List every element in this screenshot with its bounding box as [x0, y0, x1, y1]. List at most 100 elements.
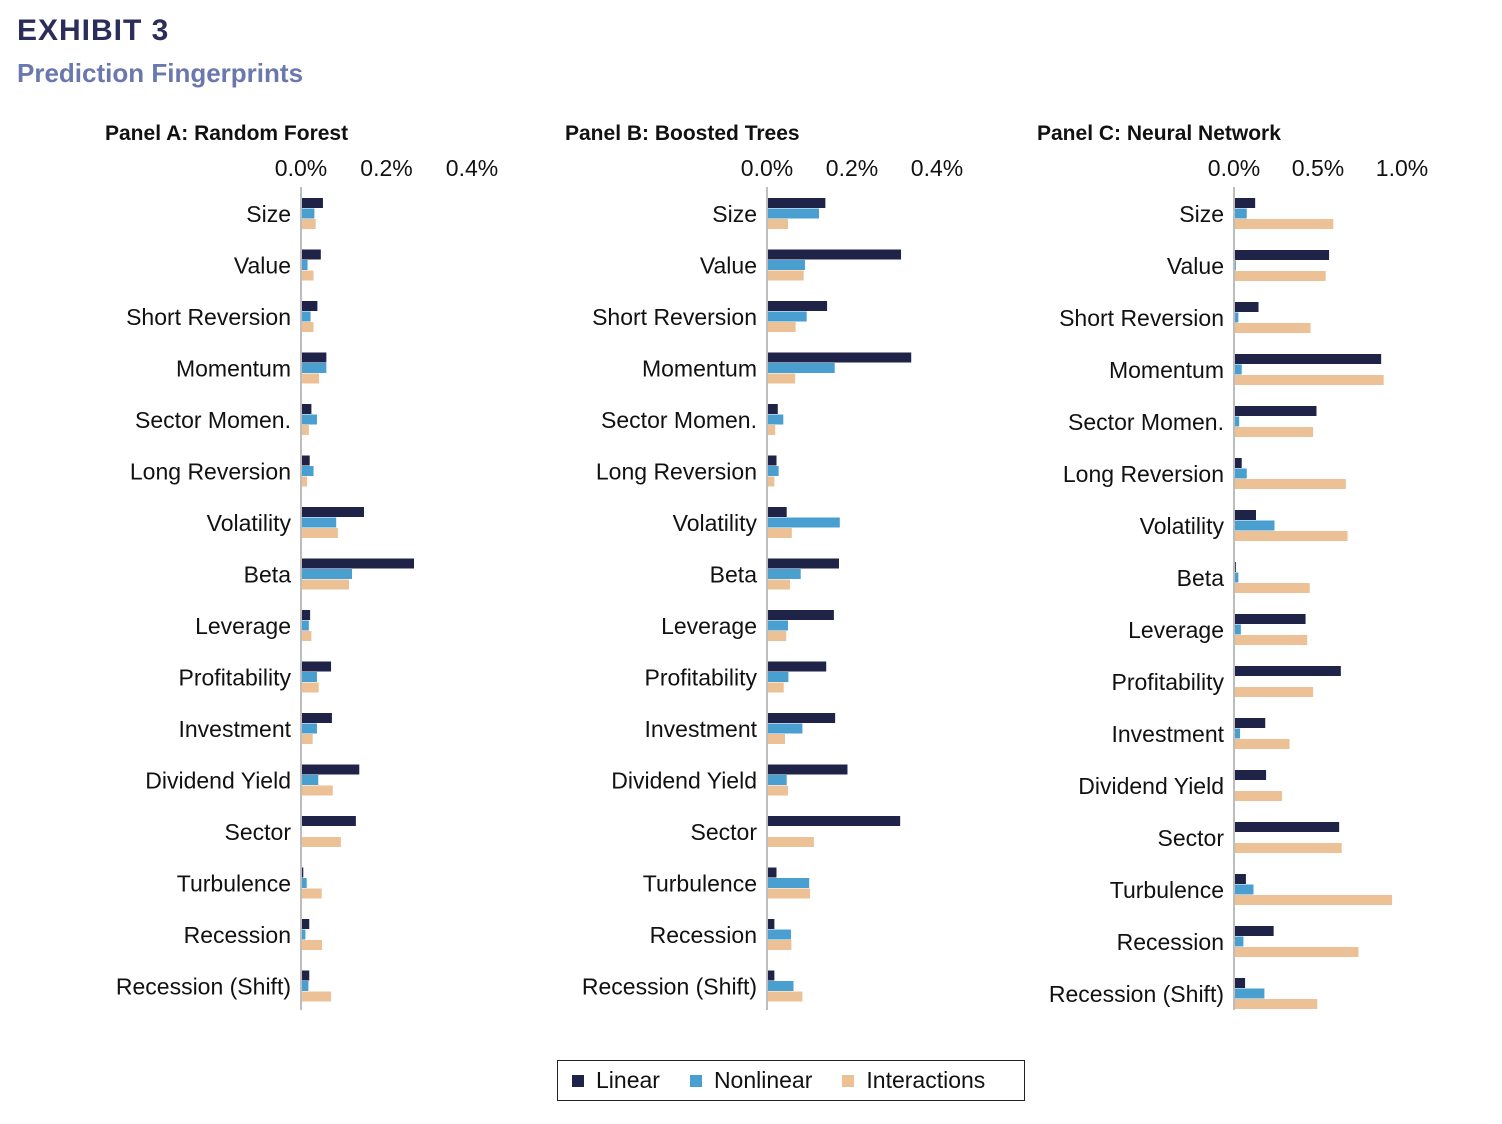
- panel-b-bar-nonlinear: [768, 723, 803, 734]
- panel-c-category-label: Value: [1167, 253, 1224, 279]
- panel-c-bar-interactions: [1235, 219, 1334, 229]
- panel-b-bar-linear: [768, 558, 839, 569]
- panel-c-category-label: Recession (Shift): [1049, 981, 1224, 1007]
- panel-b-bar-interactions: [768, 219, 788, 229]
- panel-a-bar-nonlinear: [302, 672, 317, 682]
- panel-a-category-label: Sector: [225, 819, 292, 845]
- panel-a-bar-linear: [302, 970, 310, 981]
- charts-canvas: Panel A: Random Forest 0.0% 0.2% 0.4% Size Va…: [105, 122, 1428, 1010]
- panel-c-bar-linear: [1235, 666, 1341, 676]
- panel-c-bar-interactions: [1235, 791, 1283, 801]
- panel-c-category-label: Recession: [1117, 929, 1224, 955]
- panel-b-bar-linear: [768, 198, 826, 208]
- legend-label-interactions: Interactions: [866, 1067, 986, 1093]
- panel-c-bar-interactions: [1235, 739, 1290, 749]
- panel-a-bar-interactions: [302, 631, 312, 641]
- panel-b-bar-interactions: [768, 579, 791, 590]
- panel-a-category-label: Sector Momen.: [135, 407, 291, 433]
- panel-b-bar-linear: [768, 661, 827, 672]
- panel-c-bar-linear: [1235, 458, 1242, 468]
- panel-b-bar-interactions: [768, 425, 776, 435]
- panel-a-bar-linear: [302, 455, 310, 466]
- panel-a-bar-interactions: [302, 476, 308, 487]
- legend: Linear Nonlinear Interactions: [557, 1060, 1025, 1101]
- panel-b-bar-interactions: [768, 940, 792, 950]
- panel-a-bar-interactions: [302, 373, 320, 384]
- panel-c-bar-interactions: [1235, 999, 1318, 1009]
- panel-c-bar-nonlinear: [1235, 936, 1244, 947]
- panel-b-bar-nonlinear: [768, 672, 789, 682]
- panel-b-category-label: Momentum: [642, 356, 757, 382]
- panel-c-bar-linear: [1235, 614, 1306, 624]
- legend-item-linear: Linear: [572, 1067, 660, 1094]
- panel-b-category-label: Leverage: [661, 613, 757, 639]
- panel-b-bar-nonlinear: [768, 929, 791, 940]
- panel-c-category-label: Sector: [1158, 825, 1225, 851]
- panel-a-category-label: Size: [246, 201, 291, 227]
- panel-a-bar-linear: [302, 610, 311, 620]
- panel-a-tick-label: 0.2%: [360, 155, 412, 181]
- panel-b-bar-interactions: [768, 734, 785, 744]
- panel-a-bar-nonlinear: [302, 775, 319, 785]
- panel-b-category-label: Recession (Shift): [582, 974, 757, 1000]
- panel-b-bar-linear: [768, 713, 836, 723]
- panel-c-bar-nonlinear: [1235, 416, 1240, 427]
- panel-c-bar-linear: [1235, 978, 1246, 988]
- panel-b-bar-nonlinear: [768, 775, 787, 785]
- panel-c-category-label: Momentum: [1109, 357, 1224, 383]
- panel-a-bar-nonlinear: [302, 878, 307, 888]
- panel-a-bar-nonlinear: [302, 620, 309, 631]
- panel-b-bar-linear: [768, 764, 848, 775]
- panel-b-category-label: Long Reversion: [596, 459, 757, 485]
- panel-b-category-label: Recession: [650, 922, 757, 948]
- panel-a-bar-linear: [302, 198, 323, 208]
- panel-b-bar-linear: [768, 301, 828, 311]
- panel-b-bar-nonlinear: [768, 260, 805, 270]
- panel-a-bar-linear: [302, 867, 304, 878]
- panel-b-tick-label: 0.4%: [911, 155, 963, 181]
- panel-c-bar-interactions: [1235, 531, 1348, 541]
- panel-c-category-label: Investment: [1112, 721, 1225, 747]
- panel-b-bar-linear: [768, 404, 778, 414]
- panel-c-bar-interactions: [1235, 687, 1314, 697]
- panel-b-bar-linear: [768, 816, 901, 826]
- panel-c-bar-interactions: [1235, 375, 1384, 385]
- panel-a-bar-linear: [302, 919, 310, 929]
- panel-a-bar-linear: [302, 507, 364, 517]
- panel-c-bar-interactions: [1235, 583, 1310, 593]
- panel-b-bar-nonlinear: [768, 414, 784, 425]
- panel-b-bar-nonlinear: [768, 208, 819, 219]
- panel-b-category-label: Value: [700, 253, 757, 279]
- panel-b-category-label: Dividend Yield: [611, 768, 757, 794]
- panel-b-category-label: Sector Momen.: [601, 407, 757, 433]
- panel-b-bar-linear: [768, 970, 775, 981]
- panel-a-bar-linear: [302, 764, 360, 775]
- panel-c-bar-linear: [1235, 718, 1266, 728]
- panel-a-category-label: Beta: [244, 562, 292, 588]
- panel-c-bar-linear: [1235, 822, 1340, 832]
- panel-a-bar-linear: [302, 352, 327, 363]
- panel-b-bar-interactions: [768, 270, 804, 281]
- panel-a-bar-linear: [302, 404, 312, 414]
- panel-b-category-label: Investment: [645, 716, 758, 742]
- panel-b-bar-nonlinear: [768, 311, 807, 322]
- panel-a-bar-nonlinear: [302, 260, 308, 270]
- panel-b-bar-interactions: [768, 373, 796, 384]
- panel-b-bar-linear: [768, 249, 902, 260]
- panel-b-tick-label: 0.0%: [741, 155, 793, 181]
- panel-b-bar-nonlinear: [768, 466, 779, 476]
- panel-a-bar-nonlinear: [302, 414, 317, 425]
- exhibit-title: Prediction Fingerprints: [17, 58, 304, 88]
- panel-b-bar-interactions: [768, 888, 811, 899]
- panel-b-bar-linear: [768, 455, 777, 466]
- panel-c-bar-interactions: [1235, 895, 1393, 905]
- panel-a-category-label: Volatility: [207, 510, 292, 536]
- panel-b-title: Panel B: Boosted Trees: [565, 122, 800, 145]
- panel-b-bar-nonlinear: [768, 878, 810, 888]
- exhibit-label: EXHIBIT 3: [17, 14, 170, 47]
- panel-a-category-label: Leverage: [195, 613, 291, 639]
- panel-b-bar-nonlinear: [768, 569, 801, 579]
- panel-c-bar-interactions: [1235, 635, 1308, 645]
- panel-a-bar-linear: [302, 713, 332, 723]
- panel-a-category-label: Long Reversion: [130, 459, 291, 485]
